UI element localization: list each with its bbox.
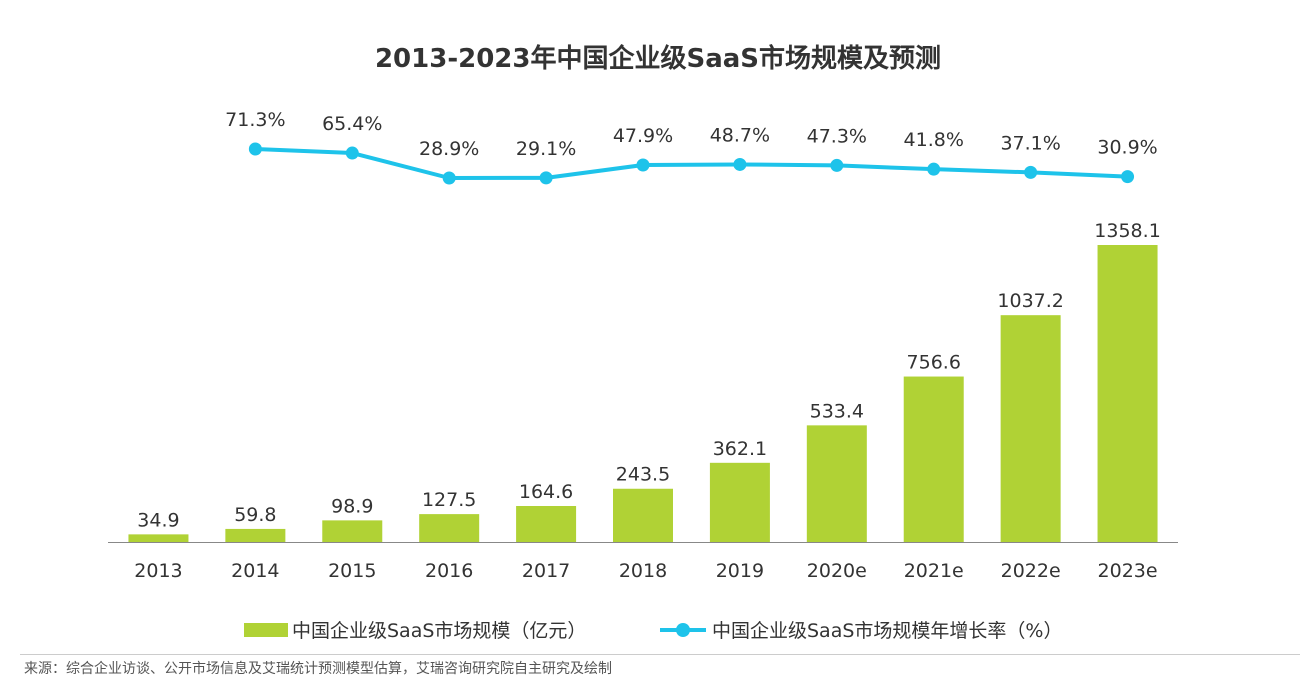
legend-bar-swatch bbox=[244, 622, 288, 637]
legend-line-swatch bbox=[660, 622, 706, 637]
legend-line-label: 中国企业级SaaS市场规模年增长率（%） bbox=[712, 620, 1063, 642]
x-tick-label: 2015 bbox=[328, 560, 376, 582]
bar bbox=[322, 520, 383, 542]
growth-value-label: 47.9% bbox=[613, 125, 673, 147]
x-tick-label: 2020e bbox=[807, 560, 867, 582]
bar-value-label: 34.9 bbox=[137, 509, 179, 531]
growth-point bbox=[636, 158, 650, 172]
bar-value-label: 59.8 bbox=[234, 504, 276, 526]
bar-value-label: 756.6 bbox=[907, 352, 961, 374]
x-tick-label: 2022e bbox=[1001, 560, 1061, 582]
growth-value-label: 48.7% bbox=[710, 124, 770, 146]
growth-point bbox=[830, 158, 844, 172]
bar bbox=[128, 534, 189, 542]
x-tick-label: 2018 bbox=[619, 560, 667, 582]
growth-value-label: 28.9% bbox=[419, 138, 479, 160]
chart-plot: 34.9 2013 59.8 2014 98.9 2015 127.5 2016 164.6 20… bbox=[108, 109, 1178, 582]
x-tick-label: 2016 bbox=[425, 560, 473, 582]
x-tick-label: 2021e bbox=[904, 560, 964, 582]
x-tick-label: 2019 bbox=[716, 560, 764, 582]
growth-point bbox=[539, 171, 553, 185]
growth-point bbox=[1024, 165, 1038, 179]
x-tick-label: 2014 bbox=[231, 560, 279, 582]
bar-value-label: 164.6 bbox=[519, 481, 573, 503]
bar bbox=[709, 462, 770, 542]
x-tick-label: 2017 bbox=[522, 560, 570, 582]
x-tick-label: 2013 bbox=[134, 560, 182, 582]
growth-point bbox=[1121, 170, 1135, 184]
growth-value-label: 29.1% bbox=[516, 138, 576, 160]
growth-value-label: 30.9% bbox=[1097, 137, 1157, 159]
growth-value-label: 37.1% bbox=[1000, 132, 1060, 154]
growth-point bbox=[345, 146, 359, 160]
bar-value-label: 533.4 bbox=[810, 400, 864, 422]
bar-value-label: 127.5 bbox=[422, 489, 476, 511]
legend-bar-label: 中国企业级SaaS市场规模（亿元） bbox=[292, 620, 587, 642]
source-divider bbox=[20, 654, 1300, 655]
bar bbox=[613, 488, 673, 542]
bar bbox=[1000, 315, 1061, 542]
legend-item-line: 中国企业级SaaS市场规模年增长率（%） bbox=[660, 616, 1062, 643]
bar bbox=[225, 528, 286, 542]
legend: 中国企业级SaaS市场规模（亿元） 中国企业级SaaS市场规模年增长率（%） bbox=[0, 616, 1316, 644]
bar bbox=[806, 425, 867, 542]
bar bbox=[903, 376, 964, 542]
growth-point bbox=[248, 142, 262, 156]
bar bbox=[516, 506, 577, 542]
growth-line bbox=[255, 147, 1128, 180]
x-tick-label: 2023e bbox=[1098, 560, 1158, 582]
bar bbox=[419, 514, 480, 542]
legend-item-bar: 中国企业级SaaS市场规模（亿元） bbox=[244, 616, 586, 643]
bar-value-label: 1358.1 bbox=[1094, 220, 1160, 242]
bar-value-label: 98.9 bbox=[331, 495, 373, 517]
bar bbox=[1097, 245, 1158, 542]
growth-value-label: 65.4% bbox=[322, 113, 382, 135]
bar-value-label: 362.1 bbox=[713, 438, 767, 460]
bar-value-label: 1037.2 bbox=[997, 290, 1063, 312]
growth-value-label: 47.3% bbox=[807, 125, 867, 147]
growth-value-label: 71.3% bbox=[225, 109, 285, 131]
growth-point bbox=[442, 171, 456, 185]
growth-point bbox=[733, 157, 747, 171]
bar-value-label: 243.5 bbox=[616, 464, 670, 486]
growth-value-label: 41.8% bbox=[904, 129, 964, 151]
chart-title: 2013-2023年中国企业级SaaS市场规模及预测 bbox=[374, 44, 942, 74]
source-note: 来源：综合企业访谈、公开市场信息及艾瑞统计预测模型估算，艾瑞咨询研究院自主研究及… bbox=[24, 661, 612, 677]
growth-point bbox=[927, 162, 941, 176]
